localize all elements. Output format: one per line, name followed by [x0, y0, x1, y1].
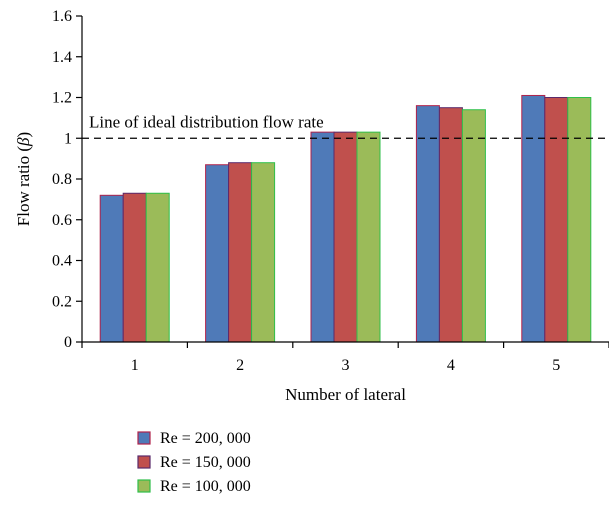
bar-s1-lateral-3 [310, 131, 335, 343]
x-axis-title: Number of lateral [285, 385, 406, 404]
legend-label: Re = 150, 000 [160, 454, 251, 471]
legend-swatch [137, 455, 151, 469]
legend-label: Re = 100, 000 [160, 478, 251, 495]
bar-s2-lateral-3 [333, 131, 358, 343]
y-tick-label: 1 [64, 130, 72, 147]
legend-swatch [137, 479, 151, 493]
bar-s2-lateral-5 [544, 97, 569, 343]
x-tick-label: 3 [342, 357, 350, 374]
legend-swatch [137, 431, 151, 445]
y-tick-label: 0.6 [52, 212, 72, 229]
x-tick-label: 4 [447, 357, 455, 374]
bar-s3-lateral-5 [567, 97, 592, 343]
y-tick-label: 0.4 [52, 253, 72, 270]
x-tick-label: 1 [131, 357, 139, 374]
legend: Re = 200, 000 Re = 150, 000 Re = 100, 000 [137, 430, 251, 495]
bar-s3-lateral-1 [145, 192, 170, 343]
legend-label: Re = 200, 000 [160, 430, 251, 447]
y-axis-title: Flow ratio (β) [14, 132, 33, 226]
bar-s2-lateral-2 [228, 162, 253, 343]
y-tick-label: 1.2 [52, 90, 72, 107]
bar-s3-lateral-2 [251, 162, 276, 343]
y-tick-label: 0 [64, 334, 72, 351]
bar-s3-lateral-3 [356, 131, 381, 343]
bar-s1-lateral-4 [415, 105, 440, 343]
bar-s2-lateral-4 [438, 107, 463, 343]
y-tick-label: 0.8 [52, 171, 72, 188]
bar-s1-lateral-1 [99, 194, 124, 343]
bar-s2-lateral-1 [122, 192, 147, 343]
y-tick-label: 0.2 [52, 293, 72, 310]
bar-s3-lateral-4 [461, 109, 486, 343]
bar-s1-lateral-2 [205, 164, 230, 343]
bars-layer [99, 94, 592, 343]
ideal-flow-annotation: Line of ideal distribution flow rate [89, 112, 324, 131]
axes-layer: 0 0.2 0.4 0.6 0.8 1 1.2 1.4 1.6 1 2 3 4 5 [52, 8, 609, 374]
x-tick-label: 2 [236, 357, 244, 374]
bar-s1-lateral-5 [521, 94, 546, 343]
y-tick-label: 1.6 [52, 8, 72, 25]
y-tick-label: 1.4 [52, 49, 72, 66]
x-tick-label: 5 [552, 357, 560, 374]
